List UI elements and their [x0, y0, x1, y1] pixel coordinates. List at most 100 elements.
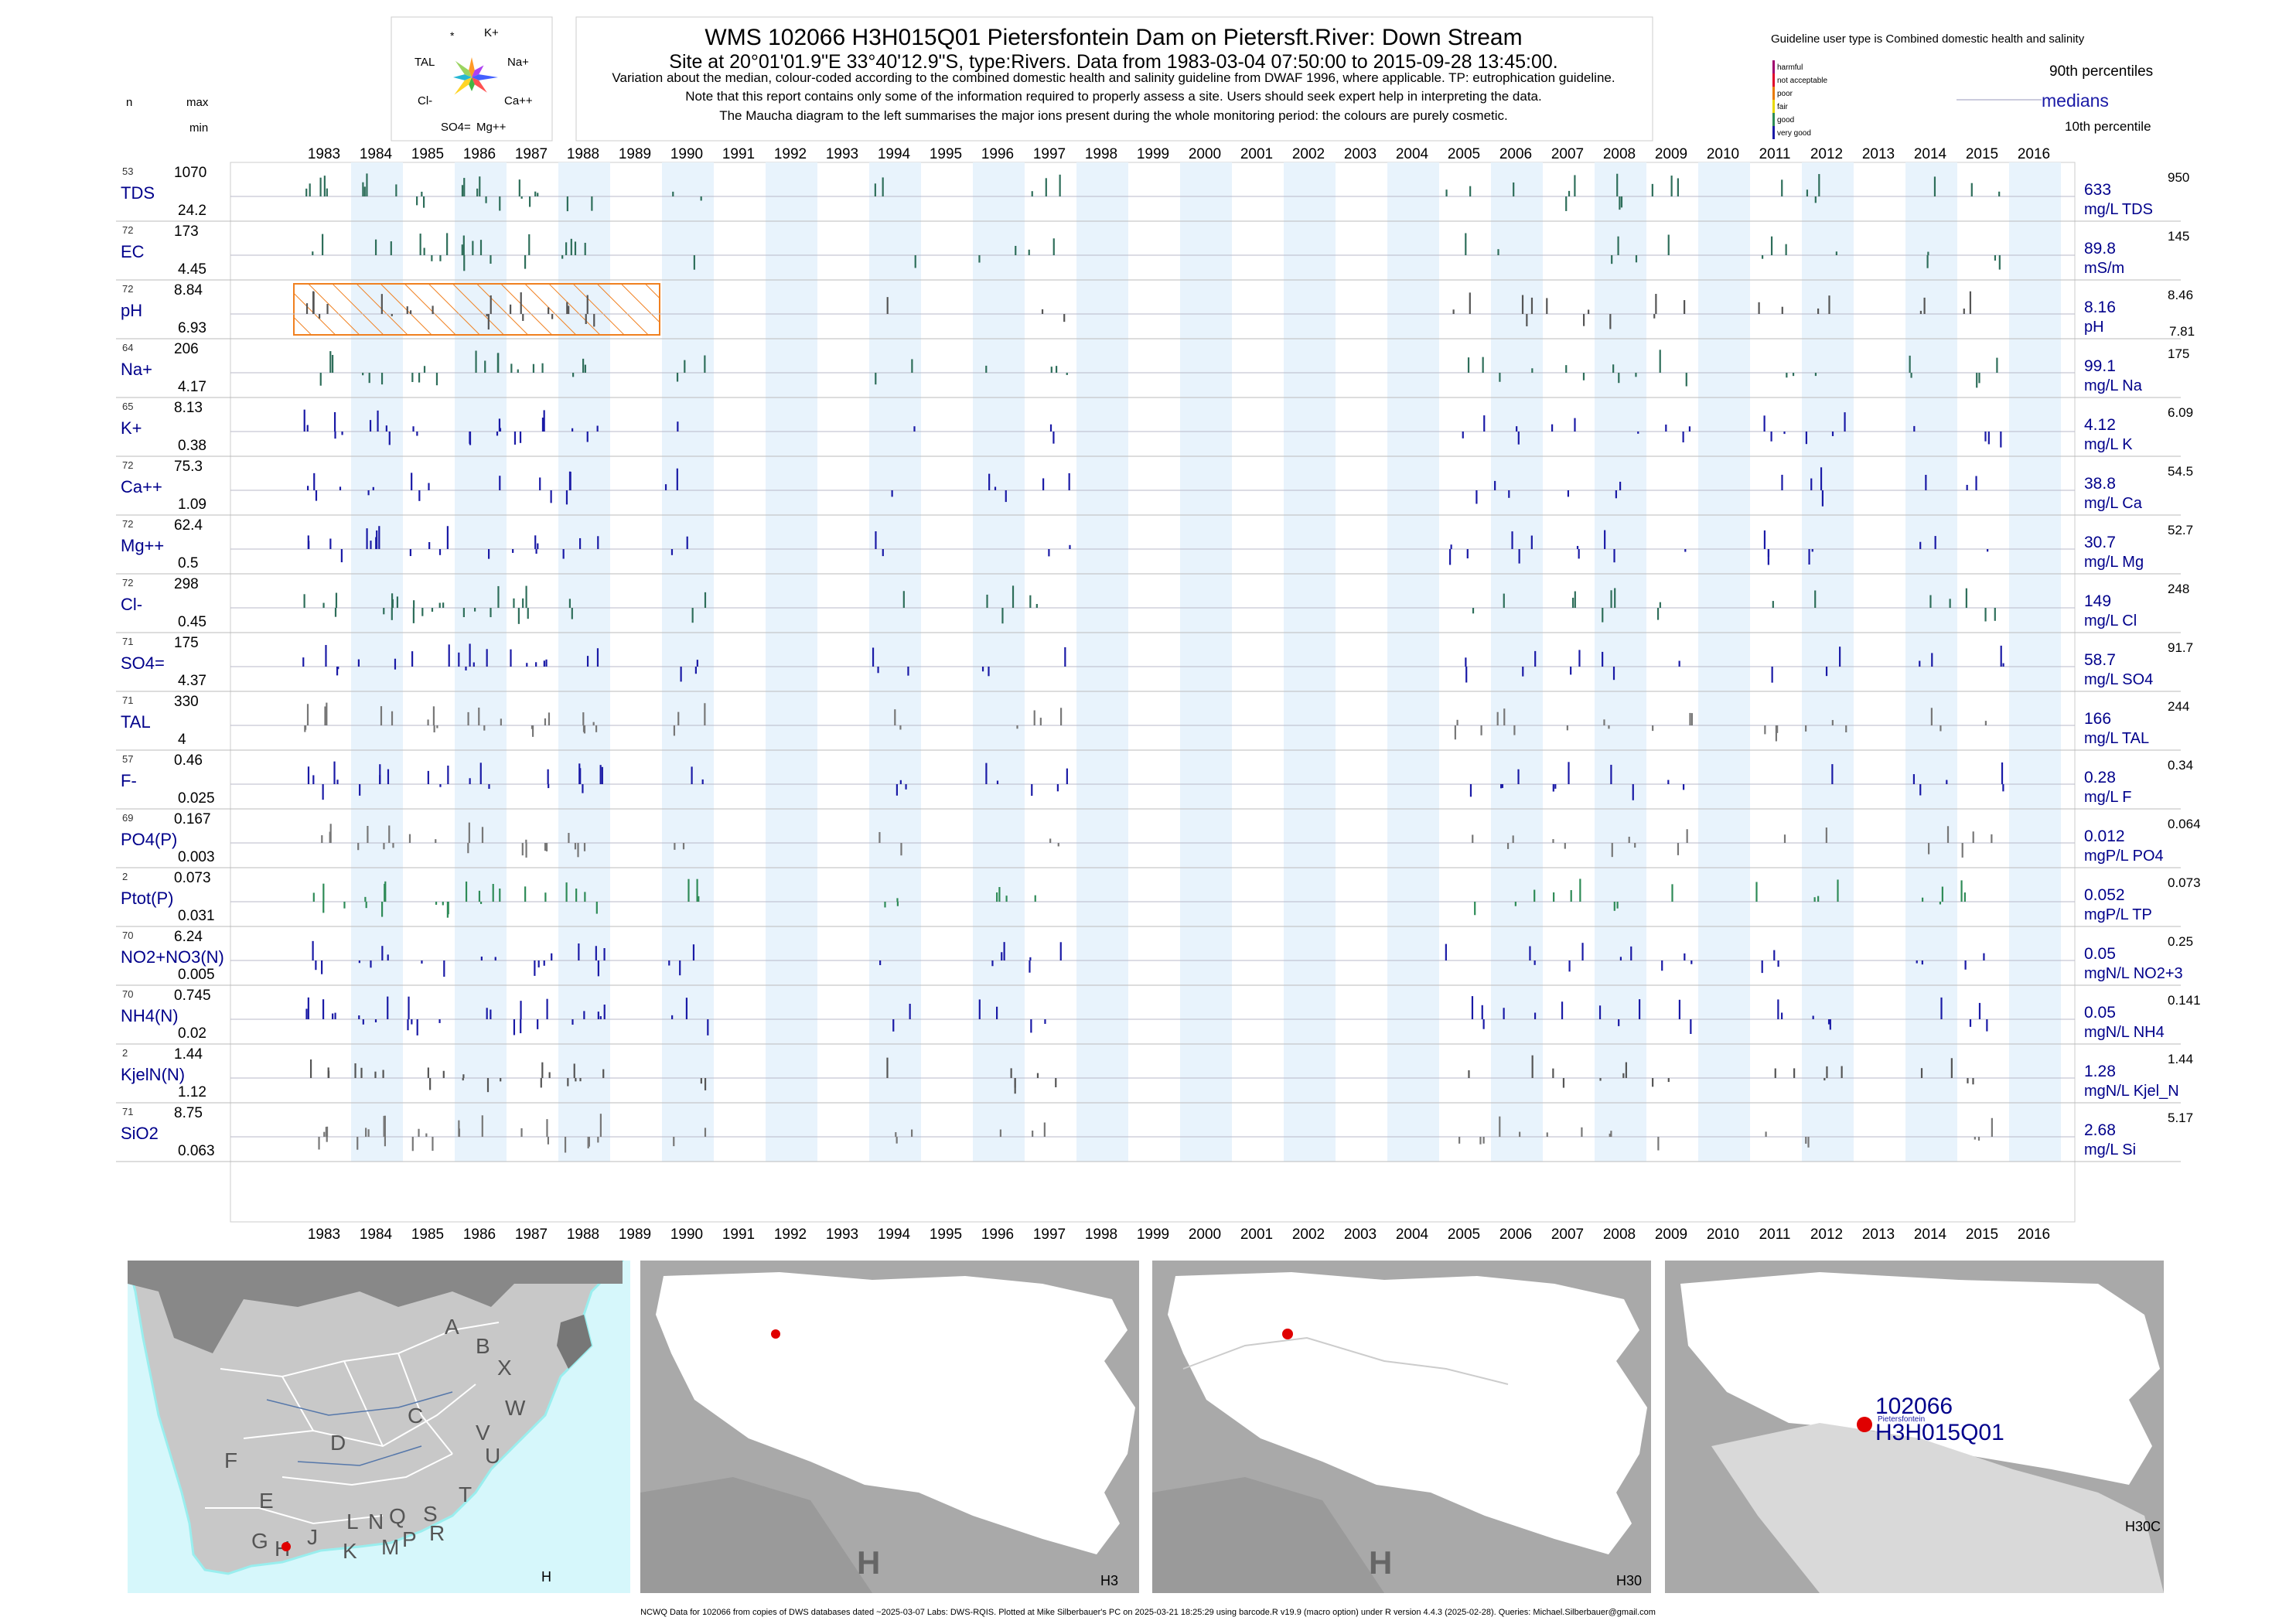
row-median-7: 149	[2084, 592, 2112, 610]
row-median-6: 30.7	[2084, 534, 2116, 551]
row-median-9: 166	[2084, 710, 2112, 728]
legend-p90: 90th percentiles	[2049, 63, 2154, 80]
site-code-label: H3H015Q01	[1875, 1420, 2004, 1445]
region-m: M	[381, 1535, 399, 1559]
row-name-12: Ptot(P)	[121, 889, 174, 908]
row-n-16: 71	[122, 1106, 134, 1117]
row-unit-8: mg/L SO4	[2084, 671, 2154, 688]
row-min-12: 0.031	[178, 908, 215, 924]
row-min-2: 6.93	[178, 320, 206, 336]
row-min-10: 0.025	[178, 790, 215, 807]
row-median-10: 0.28	[2084, 769, 2116, 786]
region-e: E	[259, 1489, 274, 1513]
row-min-1: 4.45	[178, 261, 206, 278]
row-p90-6: 52.7	[2168, 523, 2194, 537]
year-label-bottom-1995: 1995	[930, 1227, 962, 1243]
row-min-16: 0.063	[178, 1143, 215, 1159]
row-name-4: K+	[121, 418, 142, 438]
row-median-2: 8.16	[2084, 299, 2116, 316]
row-n-13: 70	[122, 930, 134, 941]
panel-label-h30c: H30C	[2125, 1519, 2161, 1534]
year-label-top-1989: 1989	[619, 146, 651, 162]
panel-label-h30: H30	[1616, 1573, 1642, 1588]
year-label-top-1988: 1988	[567, 146, 599, 162]
year-band-2001	[1284, 162, 1336, 1162]
row-n-8: 71	[122, 636, 134, 647]
year-label-top-2013: 2013	[1862, 146, 1895, 162]
year-label-top-1985: 1985	[411, 146, 444, 162]
row-unit-16: mg/L Si	[2084, 1141, 2137, 1158]
row-name-16: SiO2	[121, 1124, 159, 1143]
region-n: N	[368, 1510, 384, 1534]
lower-area	[1711, 1423, 2164, 1593]
inland-dark	[557, 1315, 592, 1369]
row-unit-0: mg/L TDS	[2084, 201, 2153, 218]
year-label-top-1986: 1986	[463, 146, 496, 162]
row-min-13: 0.005	[178, 967, 215, 983]
row-unit-13: mgN/L NO2+3	[2084, 965, 2183, 982]
legend-class-fair: fair	[1777, 103, 1788, 111]
year-label-bottom-2002: 2002	[1292, 1227, 1325, 1243]
maucha-box	[391, 16, 553, 142]
row-max-13: 6.24	[174, 929, 203, 945]
legend-class-good: good	[1777, 116, 1795, 125]
maucha-label-so4: SO4=	[441, 121, 471, 134]
region-g: G	[251, 1529, 268, 1553]
row-p90-13: 0.25	[2168, 934, 2194, 949]
map-h3: H H3	[640, 1261, 1139, 1593]
big-label-h-2: H	[1369, 1544, 1392, 1581]
map-h30: H H30	[1152, 1261, 1651, 1593]
year-label-top-1992: 1992	[774, 146, 807, 162]
row-name-9: TAL	[121, 712, 151, 732]
row-n-3: 64	[122, 342, 134, 353]
maucha-label-mg: Mg++	[476, 121, 507, 134]
maucha-petal-2	[472, 74, 498, 80]
row-median-14: 0.05	[2084, 1004, 2116, 1022]
row-max-11: 0.167	[174, 811, 211, 827]
row-name-0: TDS	[121, 183, 155, 203]
year-label-bottom-1987: 1987	[515, 1227, 548, 1243]
outside-lighter	[640, 1477, 872, 1593]
year-label-top-2014: 2014	[1914, 146, 1947, 162]
year-label-top-2006: 2006	[1499, 146, 1532, 162]
row-p90-4: 6.09	[2168, 405, 2194, 420]
row-max-14: 0.745	[174, 988, 211, 1004]
year-label-bottom-1989: 1989	[619, 1227, 651, 1243]
legend-class-very-good: very good	[1777, 129, 1811, 138]
row-max-10: 0.46	[174, 752, 203, 769]
region-d: D	[330, 1431, 346, 1455]
row-n-4: 65	[122, 401, 134, 412]
outside-lighter-2	[1152, 1477, 1384, 1593]
title-box	[575, 16, 1653, 142]
row-p90-12: 0.073	[2168, 875, 2201, 890]
row-min-5: 1.09	[178, 496, 206, 513]
year-label-top-1998: 1998	[1085, 146, 1117, 162]
row-max-4: 8.13	[174, 400, 203, 416]
year-label-bottom-1998: 1998	[1085, 1227, 1117, 1243]
row-min-6: 0.5	[178, 555, 199, 571]
year-label-top-2015: 2015	[1966, 146, 1998, 162]
row-unit-11: mgP/L PO4	[2084, 848, 2164, 865]
region-f: F	[224, 1448, 237, 1472]
site-marker-h30	[1282, 1329, 1293, 1339]
row-p90-11: 0.064	[2168, 817, 2201, 831]
row-unit-14: mgN/L NH4	[2084, 1024, 2165, 1041]
row-max-0: 1070	[174, 165, 207, 181]
row-unit-4: mg/L K	[2084, 436, 2133, 453]
row-min-0: 24.2	[178, 203, 206, 219]
row-n-11: 69	[122, 812, 134, 824]
row-n-12: 2	[122, 871, 128, 882]
panel-label-h: H	[541, 1569, 551, 1585]
year-label-bottom-1994: 1994	[878, 1227, 911, 1243]
row-median-1: 89.8	[2084, 240, 2116, 258]
region-p: P	[402, 1527, 417, 1551]
map-sa-svg: A B X W C V U D T F E S R L N Q J K M P …	[128, 1261, 625, 1585]
region-b: B	[476, 1334, 490, 1358]
left-header-max: max	[186, 96, 209, 109]
year-label-bottom-1996: 1996	[981, 1227, 1014, 1243]
year-label-top-2007: 2007	[1551, 146, 1584, 162]
year-label-bottom-2004: 2004	[1396, 1227, 1429, 1243]
year-band-1993	[869, 162, 921, 1162]
row-n-2: 72	[122, 283, 134, 295]
year-label-bottom-1986: 1986	[463, 1227, 496, 1243]
